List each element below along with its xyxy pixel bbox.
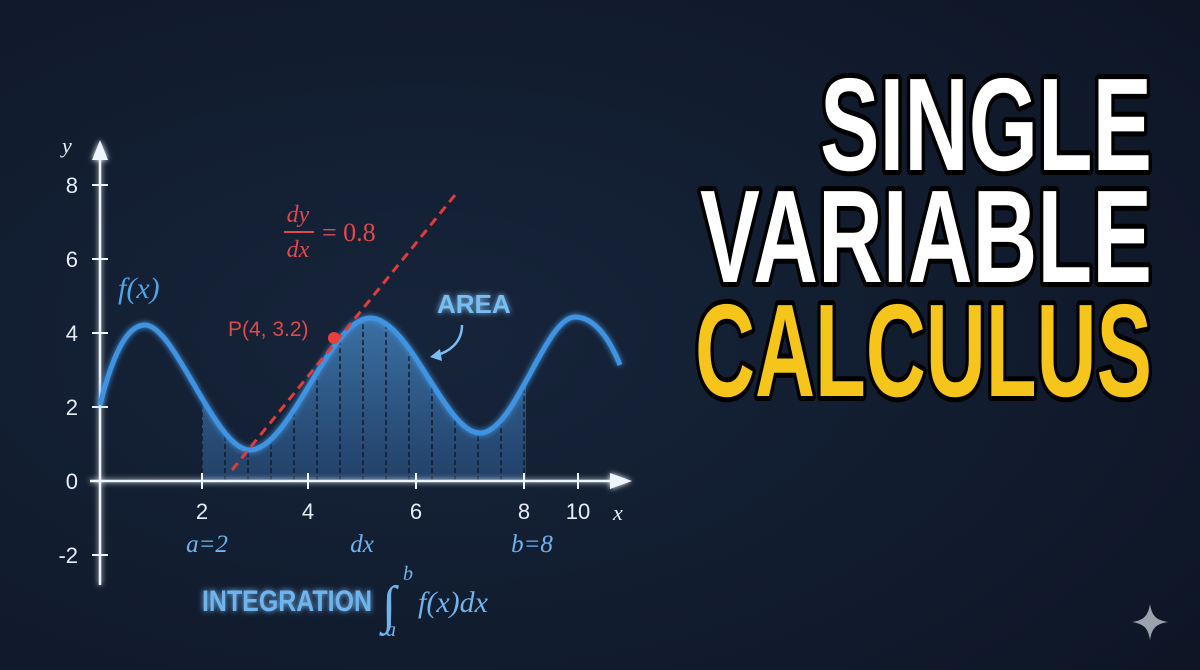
integral-upper: b <box>403 563 413 585</box>
title-line-2: VARIABLE <box>700 163 1152 310</box>
title-line-3: CALCULUS <box>695 277 1152 424</box>
y-tick-label: 4 <box>66 321 78 346</box>
upper-bound: b=8 <box>511 531 553 558</box>
axes <box>90 140 632 585</box>
derivative-value: = 0.8 <box>322 218 376 247</box>
x-axis-label: x <box>612 500 623 525</box>
integral-lower: a <box>386 619 396 641</box>
function-curve <box>97 314 623 453</box>
y-tick-label: -2 <box>58 543 78 568</box>
dx-label: dx <box>350 531 374 558</box>
y-axis-label: y <box>60 133 72 158</box>
title-line-1: SINGLE <box>820 51 1152 198</box>
y-tick-label: 6 <box>66 247 78 272</box>
y-arrow <box>92 140 108 160</box>
x-tick-label: 6 <box>410 499 422 524</box>
x-arrow <box>610 473 632 489</box>
function-label: f(x) <box>118 272 160 305</box>
integrand: f(x)dx <box>418 586 489 619</box>
lower-bound: a=2 <box>186 531 228 558</box>
point-label: P(4, 3.2) <box>228 318 309 341</box>
area-label: AREA <box>437 289 511 319</box>
x-tick-label: 10 <box>566 499 590 524</box>
integration-label: INTEGRATION <box>202 585 372 618</box>
y-tick-label: 2 <box>66 395 78 420</box>
sparkle-icon <box>1132 604 1168 640</box>
x-tick-label: 8 <box>518 499 530 524</box>
area-arrowhead <box>430 349 442 361</box>
tangent-point <box>328 332 340 344</box>
y-tick-label: 8 <box>66 173 78 198</box>
y-tick-label: 0 <box>66 469 78 494</box>
integral-symbol: ∫ <box>379 577 399 636</box>
x-tick-label: 4 <box>302 499 314 524</box>
x-tick-label: 2 <box>196 499 208 524</box>
derivative-numerator: dy <box>287 202 310 228</box>
derivative-denominator: dx <box>287 237 310 263</box>
ticks <box>92 184 579 556</box>
